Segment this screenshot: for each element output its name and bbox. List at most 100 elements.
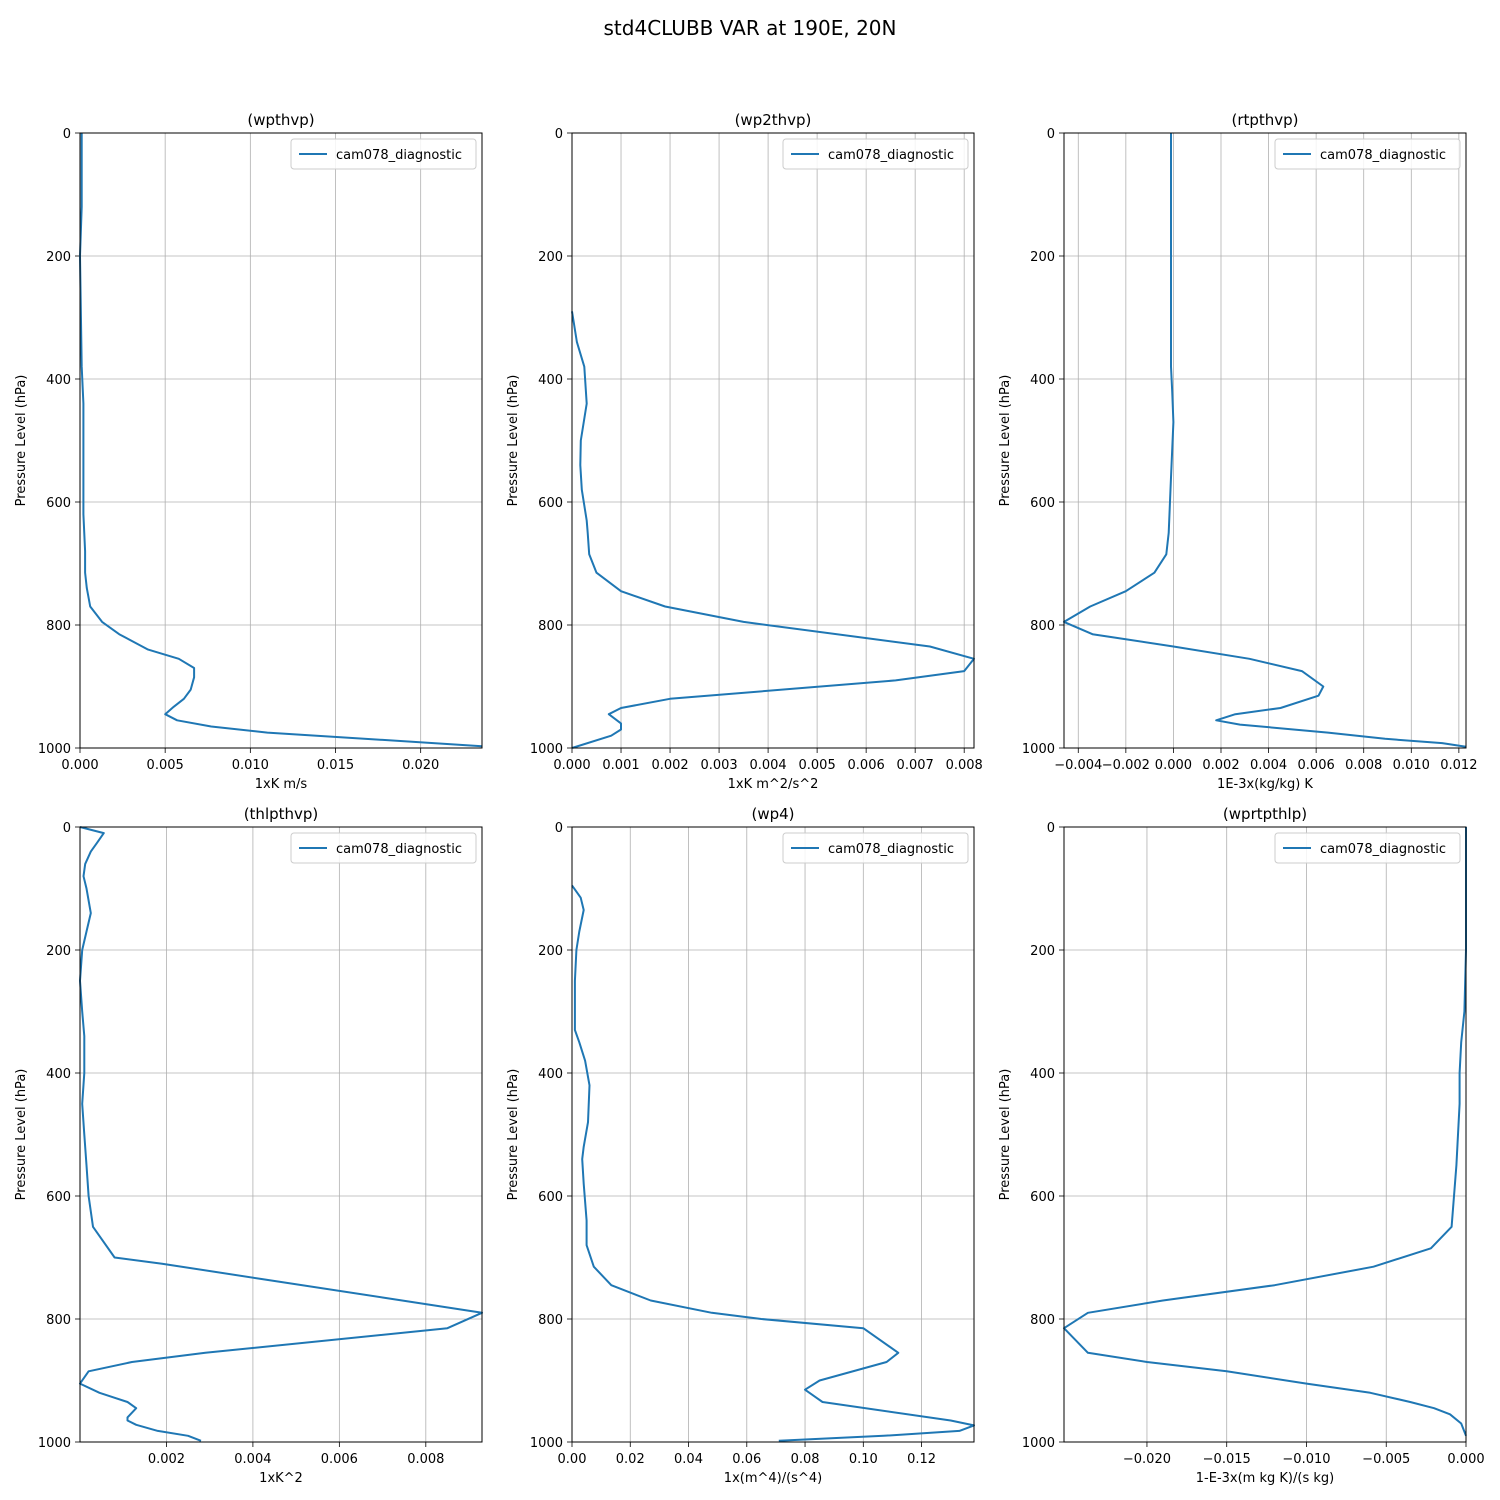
x-tick-label: −0.020 xyxy=(1123,1452,1171,1467)
chart-title: (wprtpthlp) xyxy=(1223,805,1307,823)
x-tick-label: 0.003 xyxy=(700,758,737,773)
legend-box xyxy=(782,832,969,864)
x-tick-label: 0.008 xyxy=(946,758,983,773)
x-tick-label: 0.06 xyxy=(732,1452,761,1467)
chart-panel-6: −0.020 −0.015 −0.010 −0.005 0.000 0 200 400 600 8… xyxy=(998,805,1485,1486)
y-tick-label: 0 xyxy=(555,821,563,836)
y-axis-label: Pressure Level (hPa) xyxy=(14,1069,29,1201)
series-line xyxy=(1063,133,1467,748)
y-tick-label: 1000 xyxy=(1022,1436,1055,1451)
legend-box xyxy=(290,832,477,864)
x-tick-label: 0.015 xyxy=(317,758,354,773)
x-tick-label: 0.020 xyxy=(402,758,439,773)
y-tick-label: 800 xyxy=(538,619,563,634)
chart-panel-2: 0.000 0.001 0.002 0.003 0.004 0.005 0.006 0.007… xyxy=(506,111,983,792)
y-tick-label: 400 xyxy=(538,373,563,388)
y-axis-label: Pressure Level (hPa) xyxy=(506,375,521,507)
y-tick-label: 200 xyxy=(538,250,563,265)
chart-title: (thlpthvp) xyxy=(244,805,319,823)
y-tick-label: 400 xyxy=(538,1067,563,1082)
x-axis-label: 1xK m^2/s^2 xyxy=(728,777,819,792)
y-tick-label: 200 xyxy=(46,944,71,959)
x-tick-label: 0.08 xyxy=(791,1452,820,1467)
x-tick-label: 0.012 xyxy=(1440,758,1477,773)
legend: cam078_diagnostic xyxy=(1274,832,1461,864)
axes-frame xyxy=(571,132,975,749)
y-axis-label: Pressure Level (hPa) xyxy=(998,1069,1013,1201)
x-tick-label: 0.000 xyxy=(553,758,590,773)
y-tick-label: 800 xyxy=(1030,619,1055,634)
x-tick-label: 0.004 xyxy=(749,758,786,773)
series-line xyxy=(571,311,975,749)
legend-label: cam078_diagnostic xyxy=(336,148,462,163)
x-tick-label: 0.002 xyxy=(148,1452,185,1467)
y-tick-label: 600 xyxy=(538,1190,563,1205)
legend: cam078_diagnostic xyxy=(782,832,969,864)
y-tick-label: 0 xyxy=(63,127,71,142)
x-tick-label: −0.005 xyxy=(1362,1452,1410,1467)
chart-panel-3: −0.004 −0.002 0.000 0.002 0.004 0.006 0.008 0.0… xyxy=(998,111,1477,792)
y-tick-label: 600 xyxy=(1030,1190,1055,1205)
y-tick-label: 1000 xyxy=(530,742,563,757)
x-tick-label: 0.004 xyxy=(234,1452,271,1467)
axes-frame xyxy=(79,132,483,749)
chart-panel-4: 0.002 0.004 0.006 0.008 0 200 400 600 800 1000 (th… xyxy=(14,805,483,1486)
x-tick-label: 0.008 xyxy=(407,1452,444,1467)
y-tick-label: 400 xyxy=(46,1067,71,1082)
y-tick-label: 600 xyxy=(538,496,563,511)
x-tick-label: −0.004 xyxy=(1054,758,1102,773)
x-axis-label: 1-E-3x(m kg K)/(s kg) xyxy=(1196,1471,1334,1486)
legend: cam078_diagnostic xyxy=(782,138,969,170)
y-tick-label: 400 xyxy=(1030,373,1055,388)
y-tick-label: 1000 xyxy=(530,1436,563,1451)
x-tick-label: 0.10 xyxy=(849,1452,878,1467)
x-tick-label: 0.000 xyxy=(1447,1452,1484,1467)
legend: cam078_diagnostic xyxy=(290,832,477,864)
y-tick-label: 600 xyxy=(46,496,71,511)
y-tick-label: 200 xyxy=(538,944,563,959)
x-tick-label: 0.000 xyxy=(1155,758,1192,773)
x-tick-label: −0.015 xyxy=(1203,1452,1251,1467)
x-tick-label: 0.002 xyxy=(1202,758,1239,773)
y-tick-label: 0 xyxy=(1047,127,1055,142)
x-tick-label: 0.001 xyxy=(602,758,639,773)
x-tick-label: 0.12 xyxy=(907,1452,936,1467)
legend: cam078_diagnostic xyxy=(1274,138,1461,170)
chart-panel-5: 0.00 0.02 0.04 0.06 0.08 0.10 0.12 0 200 400 600 80… xyxy=(506,805,975,1486)
y-tick-label: 800 xyxy=(538,1313,563,1328)
figure-title: std4CLUBB VAR at 190E, 20N xyxy=(603,16,897,40)
chart-title: (rtpthvp) xyxy=(1231,111,1298,129)
legend-box xyxy=(1274,832,1461,864)
x-tick-label: 0.00 xyxy=(558,1452,587,1467)
legend-box xyxy=(1274,138,1461,170)
y-tick-label: 800 xyxy=(1030,1313,1055,1328)
legend-label: cam078_diagnostic xyxy=(1320,842,1446,857)
x-axis-label: 1E-3x(kg/kg) K xyxy=(1217,777,1313,792)
axes-frame xyxy=(1063,826,1467,1443)
legend-label: cam078_diagnostic xyxy=(828,842,954,857)
y-tick-label: 800 xyxy=(46,1313,71,1328)
y-tick-label: 800 xyxy=(46,619,71,634)
series-line xyxy=(79,826,483,1442)
chart-panel-1: 0.000 0.005 0.010 0.015 0.020 0 200 400 600 800 10… xyxy=(14,111,483,792)
y-axis-label: Pressure Level (hPa) xyxy=(506,1069,521,1201)
y-tick-label: 200 xyxy=(1030,944,1055,959)
chart-title: (wpthvp) xyxy=(247,111,314,129)
x-axis-label: 1xK^2 xyxy=(259,1471,303,1486)
x-axis-label: 1x(m^4)/(s^4) xyxy=(724,1471,822,1486)
y-tick-label: 1000 xyxy=(38,1436,71,1451)
legend-label: cam078_diagnostic xyxy=(1320,148,1446,163)
x-tick-label: 0.002 xyxy=(651,758,688,773)
x-axis-label: 1xK m/s xyxy=(255,777,308,792)
legend: cam078_diagnostic xyxy=(290,138,477,170)
y-tick-label: 0 xyxy=(555,127,563,142)
x-tick-label: 0.006 xyxy=(321,1452,358,1467)
x-tick-label: 0.008 xyxy=(1345,758,1382,773)
x-tick-label: −0.010 xyxy=(1282,1452,1330,1467)
y-tick-label: 200 xyxy=(46,250,71,265)
y-axis-label: Pressure Level (hPa) xyxy=(14,375,29,507)
x-tick-label: 0.000 xyxy=(61,758,98,773)
x-tick-label: 0.005 xyxy=(799,758,836,773)
y-tick-label: 1000 xyxy=(38,742,71,757)
